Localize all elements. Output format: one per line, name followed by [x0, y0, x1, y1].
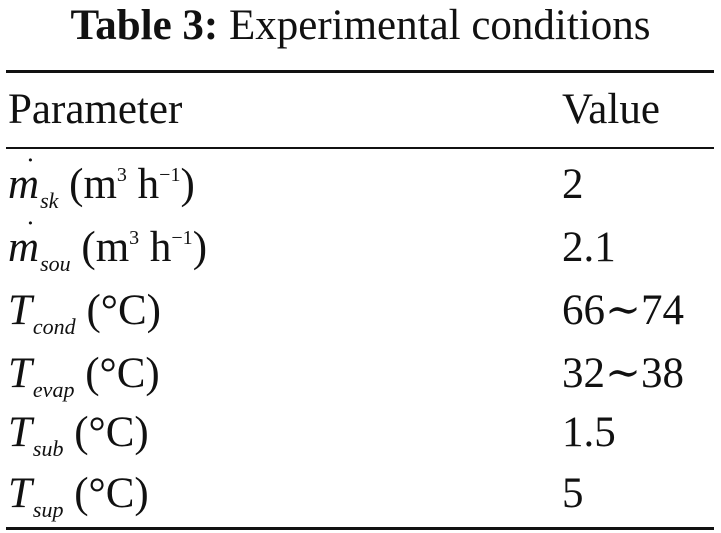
table-row-param: Tevap (°C) [8, 349, 160, 405]
table-row-value: 2 [562, 161, 584, 208]
table-row-value: 5 [562, 470, 584, 517]
unit: (°C) [85, 350, 160, 397]
subscript: evap [32, 377, 75, 402]
unit: (m3 h−1) [81, 224, 208, 271]
temperature-symbol: T [8, 350, 32, 397]
dot-accent: ˙ [25, 215, 36, 248]
temperature-symbol: T [8, 470, 32, 517]
subscript: sou [40, 251, 71, 276]
unit: (°C) [74, 470, 149, 517]
subscript: sub [32, 436, 64, 461]
table-row-value: 2.1 [562, 224, 616, 271]
subscript: cond [32, 314, 76, 339]
mass-flow-symbol: m ˙ [8, 152, 40, 209]
table-row-param: Tsup (°C) [8, 469, 149, 525]
table-caption: Table 3: Experimental conditions [0, 2, 721, 50]
header-parameter: Parameter [8, 86, 183, 133]
unit: (m3 h−1) [69, 161, 195, 208]
subscript: sup [32, 497, 64, 522]
caption-label: Table 3: [70, 2, 219, 49]
header-rule [6, 147, 714, 149]
dot-accent: ˙ [25, 152, 36, 185]
table-row-value: 66∼74 [562, 287, 685, 334]
unit: (°C) [86, 287, 161, 334]
bottom-rule [6, 527, 714, 530]
table-row-param: m ˙ sk (m3 h−1) [8, 152, 195, 217]
temperature-symbol: T [8, 287, 32, 334]
top-rule [6, 70, 714, 73]
table-row-param: Tcond (°C) [8, 286, 161, 342]
subscript: sk [40, 188, 59, 213]
table-row-value: 1.5 [562, 409, 616, 456]
caption-title: Experimental conditions [228, 2, 651, 49]
mass-flow-symbol: m ˙ [8, 215, 40, 272]
header-value: Value [562, 86, 660, 133]
unit: (°C) [74, 409, 149, 456]
temperature-symbol: T [8, 409, 32, 456]
table-row-value: 32∼38 [562, 350, 685, 397]
table-row-param: m ˙ sou (m3 h−1) [8, 215, 208, 280]
table-row-param: Tsub (°C) [8, 408, 149, 464]
